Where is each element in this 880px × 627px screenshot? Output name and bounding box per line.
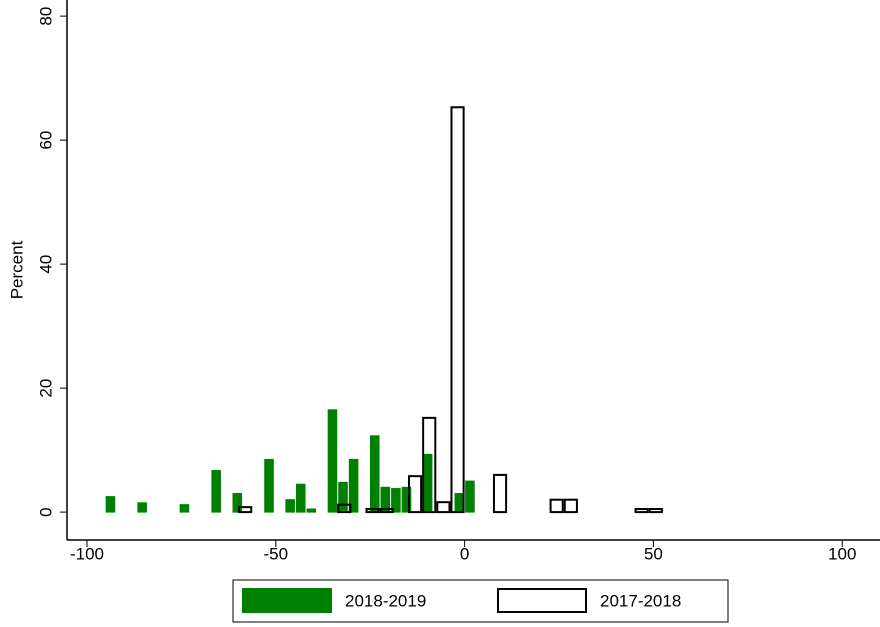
bar <box>379 508 394 514</box>
bar <box>407 475 423 514</box>
bar <box>137 502 147 513</box>
x-tick-label: -50 <box>264 544 289 563</box>
bar <box>648 508 663 514</box>
x-tick-label: 100 <box>828 544 856 563</box>
bar <box>327 409 338 513</box>
bar <box>454 493 465 513</box>
legend-label: 2017-2018 <box>600 591 681 610</box>
bar <box>337 503 352 514</box>
bar <box>492 473 508 514</box>
y-tick-label: 20 <box>36 379 55 398</box>
bar <box>179 504 190 513</box>
bar <box>465 480 475 513</box>
bar <box>338 481 348 513</box>
bar <box>348 458 359 513</box>
x-tick-label: 0 <box>460 544 469 563</box>
legend-swatch <box>497 588 587 613</box>
bar <box>232 493 243 513</box>
bar <box>401 486 412 513</box>
bar <box>450 106 465 514</box>
bar <box>436 501 451 514</box>
legend-swatch <box>242 588 332 613</box>
y-tick-label: 60 <box>36 131 55 150</box>
bar <box>563 498 578 514</box>
y-tick-label: 40 <box>36 255 55 274</box>
bar <box>391 488 401 513</box>
x-tick-label: 50 <box>644 544 663 563</box>
bar <box>365 508 380 514</box>
y-axis-label: Percent <box>7 240 26 299</box>
bar <box>369 435 380 513</box>
bar <box>422 453 433 513</box>
y-tick-label: 80 <box>36 7 55 26</box>
x-tick-label: -100 <box>70 544 104 563</box>
bar <box>264 458 274 513</box>
bar <box>105 496 116 513</box>
bar <box>211 470 221 513</box>
y-tick-label: 0 <box>36 507 55 516</box>
bar <box>238 506 253 514</box>
legend-label: 2018-2019 <box>345 591 426 610</box>
bar <box>285 499 295 513</box>
bar <box>295 483 306 513</box>
bar <box>422 416 437 514</box>
bar <box>549 498 564 514</box>
bar <box>634 508 649 514</box>
bar <box>306 508 317 513</box>
